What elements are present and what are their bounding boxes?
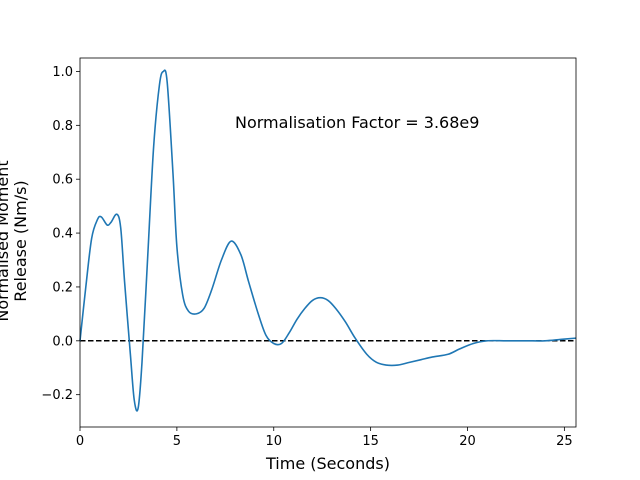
y-axis-label: Normalised Moment Release (Nm/s) (0, 160, 30, 321)
y-tick-label: 0.6 (52, 173, 73, 188)
x-tick-label: 25 (556, 434, 573, 449)
y-tick-label: 0.4 (52, 227, 73, 242)
x-tick-label: 20 (459, 434, 476, 449)
y-axis-label-line-1: Normalised Moment (0, 160, 12, 321)
x-tick-label: 0 (76, 434, 84, 449)
plot-area (79, 57, 577, 428)
y-tick-label: 0.2 (52, 280, 73, 295)
x-tick-label: 15 (362, 434, 379, 449)
y-tick-label: 0.8 (52, 119, 73, 134)
axes-frame (79, 57, 577, 428)
series-line-0 (79, 69, 577, 412)
x-tick-label: 10 (265, 434, 282, 449)
y-tick-label: −0.2 (41, 388, 73, 403)
y-tick-label: 0.0 (52, 334, 73, 349)
x-tick-label: 5 (173, 434, 181, 449)
x-axis-ticks: 0 5 10 15 20 25 (76, 427, 573, 449)
normalisation-annotation: Normalisation Factor = 3.68e9 (235, 113, 479, 132)
y-axis-ticks: −0.2 0.0 0.2 0.4 0.6 0.8 1.0 (41, 65, 80, 403)
y-axis-label-line-2: Release (Nm/s) (11, 180, 30, 301)
x-axis-label: Time (Seconds) (265, 454, 390, 473)
y-tick-label: 1.0 (52, 65, 73, 80)
